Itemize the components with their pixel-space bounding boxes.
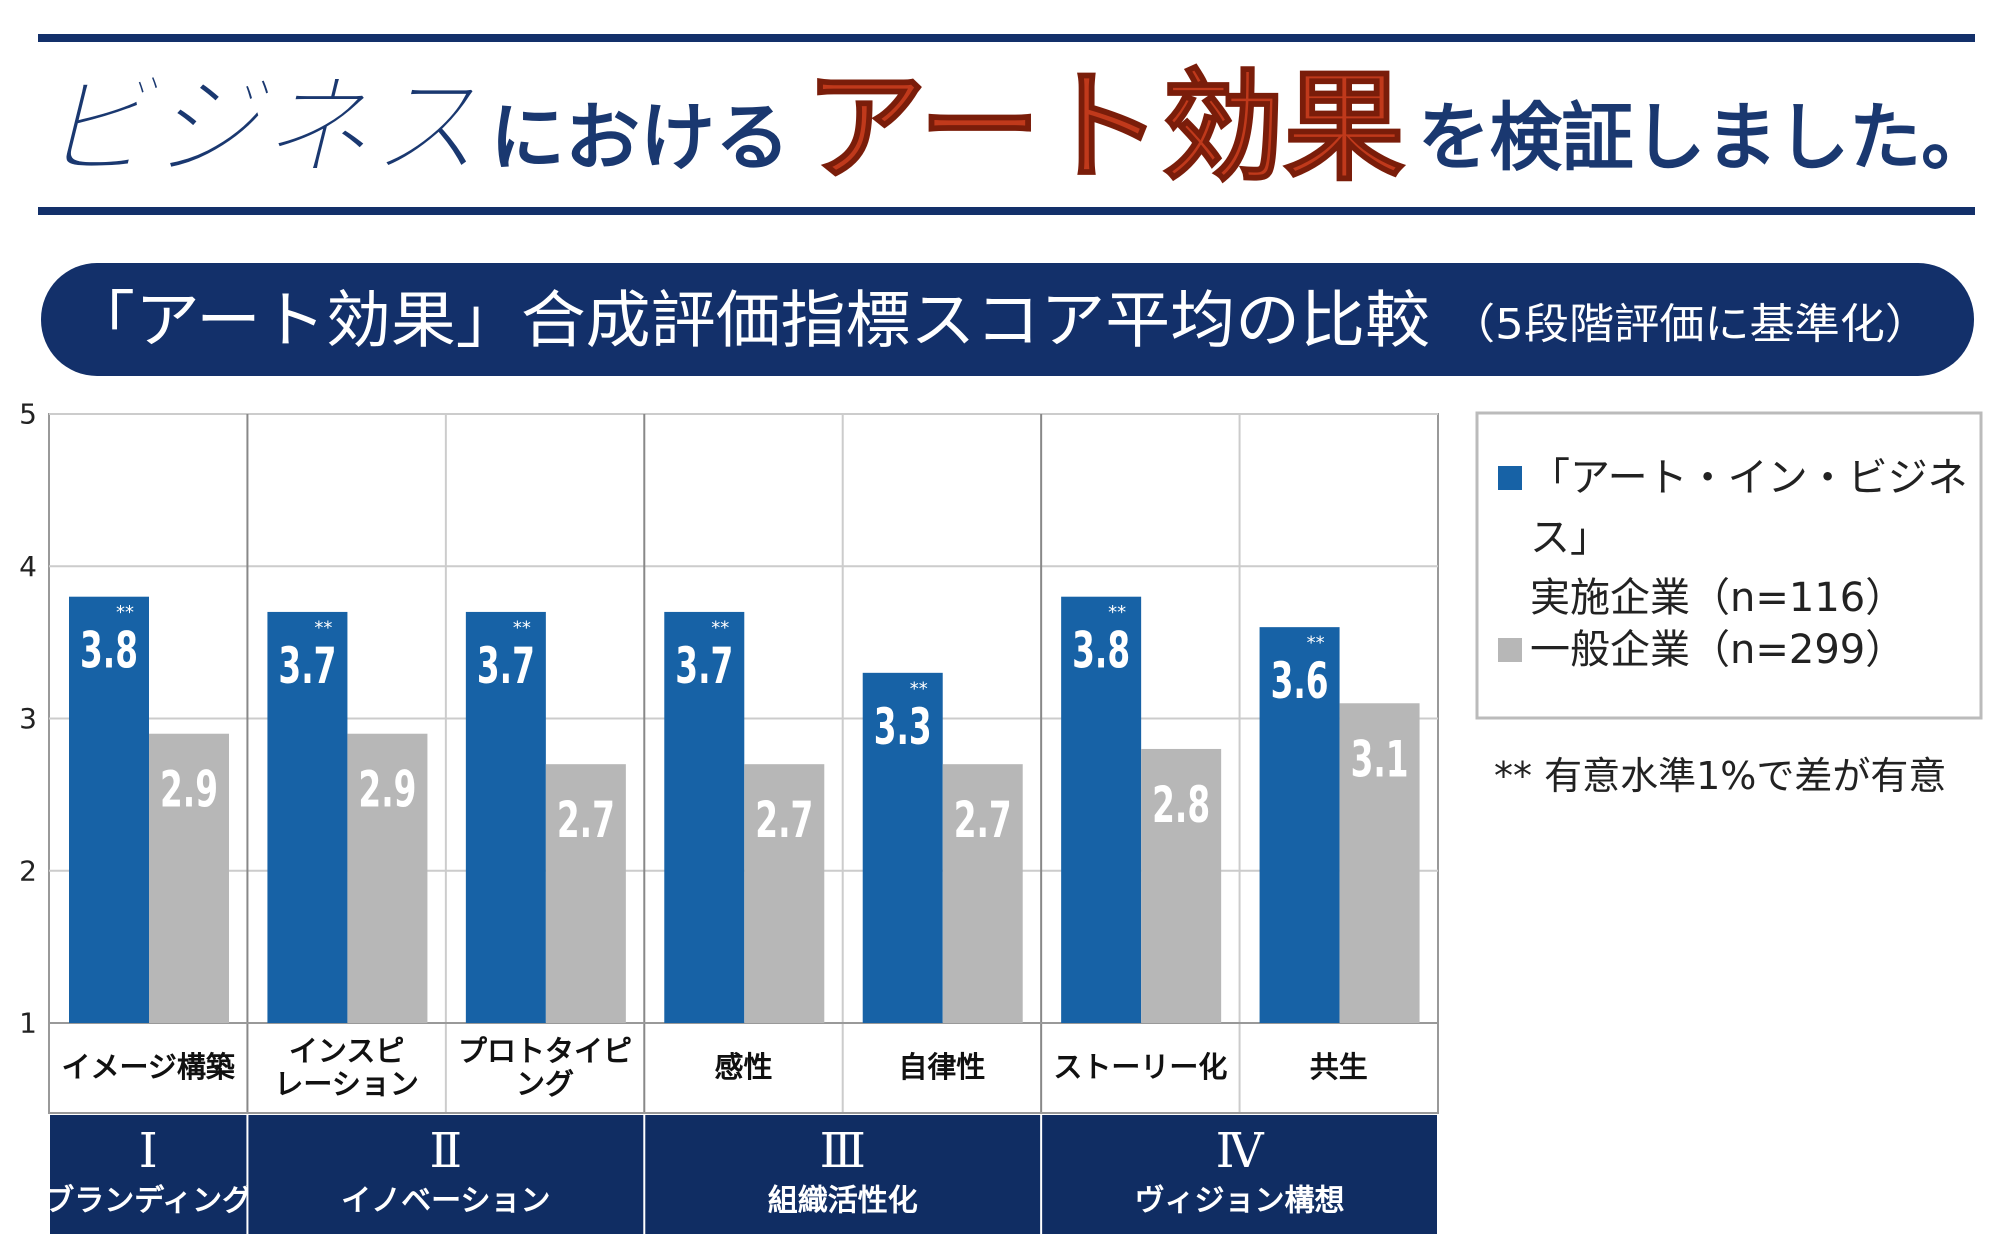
value-label: 2.9 (358, 761, 416, 819)
group-name: ブランディング (44, 1184, 252, 1219)
bar (1141, 748, 1222, 1023)
legend-swatch (1498, 638, 1522, 662)
value-label: 3.3 (874, 698, 932, 756)
value-label: 3.7 (675, 637, 733, 695)
value-label: 2.9 (160, 761, 218, 819)
group-name: イノベーション (341, 1184, 550, 1219)
value-label: 2.8 (1152, 776, 1210, 834)
x-tick-label: 感性 (714, 1050, 773, 1085)
bar (862, 672, 943, 1023)
group-cell (645, 1115, 1041, 1234)
bar (347, 733, 428, 1023)
x-tick-label: ストーリー化 (1053, 1050, 1228, 1085)
significance-marker: ** (910, 678, 928, 699)
chart-title: 「アート効果」合成評価指標スコア平均の比較 (70, 284, 1430, 357)
value-label: 2.7 (557, 791, 615, 849)
group-cell (248, 1115, 644, 1234)
value-label: 3.7 (477, 637, 535, 695)
group-name: 組織活性化 (768, 1184, 918, 1219)
legend-box (1475, 411, 1983, 720)
group-numeral: Ⅳ (1216, 1123, 1265, 1179)
group-cell (1042, 1115, 1437, 1234)
value-label: 3.7 (278, 637, 336, 695)
title-part: アート効果 (805, 59, 1405, 198)
title-part: を検証しました。 (1418, 95, 1993, 181)
x-tick-label: 自律性 (898, 1050, 986, 1085)
x-tick-label: イメージ構築 (61, 1050, 235, 1085)
bar (664, 611, 745, 1023)
group-name: ヴィジョン構想 (1135, 1184, 1345, 1219)
bar (744, 764, 825, 1023)
legend-label: 「アート・イン・ビジネス」 実施企業（n=116） (1530, 455, 1968, 621)
bar (69, 596, 149, 1023)
y-tick-label: 2 (19, 854, 37, 887)
group-cell (50, 1115, 247, 1234)
group-numeral: Ⅱ (430, 1123, 463, 1179)
value-label: 2.7 (954, 791, 1012, 849)
bar (1259, 627, 1340, 1023)
footnote: ** 有意水準1%で差が有意 (1494, 754, 1946, 798)
legend-swatch (1498, 466, 1522, 490)
y-tick-label: 3 (19, 702, 37, 735)
significance-marker: ** (1307, 633, 1325, 654)
value-label: 3.8 (1072, 622, 1130, 680)
x-tick-label: 共生 (1309, 1050, 1368, 1085)
bar (942, 764, 1023, 1023)
title-part: ビジネス (40, 63, 480, 193)
y-tick-label: 5 (19, 398, 37, 431)
bar (267, 611, 348, 1023)
y-tick-label: 1 (19, 1007, 37, 1040)
bar (465, 611, 546, 1023)
value-label: 3.6 (1271, 652, 1329, 710)
bar (149, 733, 229, 1023)
value-label: 3.8 (80, 622, 138, 680)
bar (1061, 596, 1142, 1023)
bar (1339, 703, 1420, 1023)
x-tick-label: プロトタイピング (458, 1033, 633, 1101)
bar (545, 764, 626, 1023)
group-numeral: Ⅰ (139, 1123, 158, 1179)
subtitle-band (41, 263, 1974, 376)
x-tick-label: インスピ レーション (274, 1033, 419, 1101)
significance-marker: ** (1108, 602, 1126, 623)
significance-marker: ** (513, 617, 531, 638)
title-part: における (490, 95, 790, 181)
y-tick-label: 4 (19, 550, 37, 583)
group-numeral: Ⅲ (820, 1123, 866, 1179)
chart-subtitle: （5段階評価に基準化） (1450, 300, 1930, 349)
significance-marker: ** (116, 602, 134, 623)
value-label: 3.1 (1351, 730, 1409, 788)
value-label: 2.7 (755, 791, 813, 849)
legend-label: 一般企業（n=299） (1530, 627, 1906, 673)
significance-marker: ** (711, 617, 729, 638)
significance-marker: ** (314, 617, 332, 638)
